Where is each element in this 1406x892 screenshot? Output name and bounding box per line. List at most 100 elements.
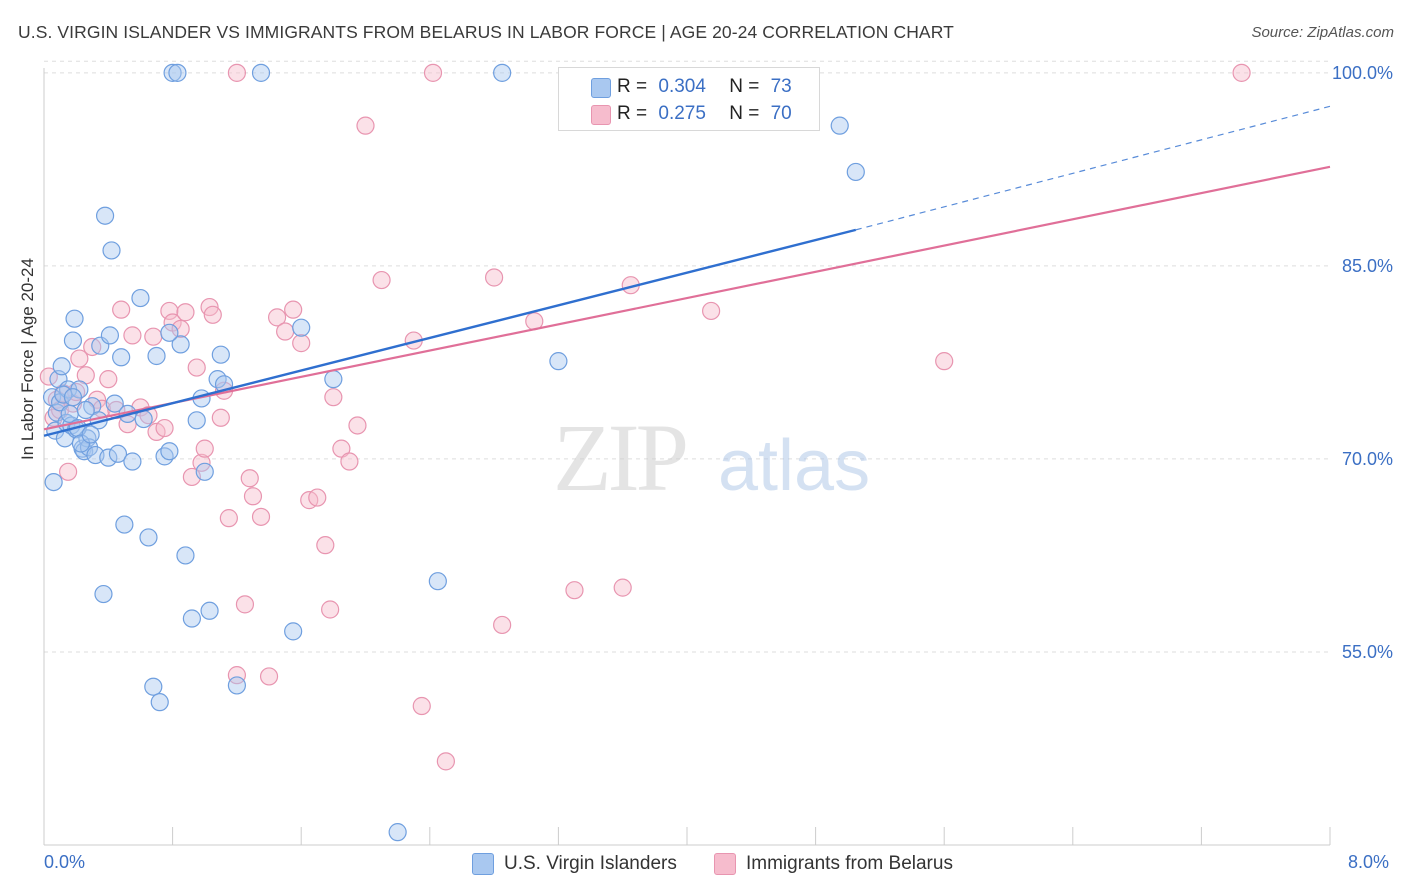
point-belarus	[195, 439, 214, 458]
legend-r-value-1: 0.304	[658, 76, 706, 97]
bottom-legend-swatch-blue	[472, 853, 494, 875]
y-axis-label: In Labor Force | Age 20-24	[18, 258, 37, 460]
legend-row-series2: R = 0.275 N = 70	[591, 103, 792, 125]
y-tick-label: 100.0%	[1332, 63, 1393, 83]
point-belarus	[702, 301, 721, 321]
point-belarus	[70, 349, 89, 368]
point-belarus	[423, 63, 443, 82]
point-belarus	[240, 469, 259, 488]
point-belarus	[276, 322, 295, 341]
point-virgin-islanders	[81, 425, 100, 444]
point-belarus	[565, 581, 584, 600]
y-tick-label: 70.0%	[1342, 449, 1393, 469]
point-virgin-islanders	[187, 411, 206, 430]
point-belarus	[324, 388, 343, 407]
point-virgin-islanders	[139, 528, 158, 547]
legend-r-label: R =	[617, 76, 648, 97]
point-virgin-islanders	[171, 335, 190, 354]
trend-lines	[43, 105, 1331, 437]
point-virgin-islanders	[168, 63, 187, 82]
point-belarus	[235, 595, 255, 614]
point-belarus	[123, 326, 142, 345]
point-virgin-islanders	[200, 601, 219, 620]
bottom-legend-label-2: Immigrants from Belarus	[746, 853, 953, 874]
point-virgin-islanders	[150, 693, 169, 712]
point-belarus	[356, 116, 375, 135]
point-belarus	[219, 509, 238, 528]
point-belarus	[211, 408, 230, 427]
legend-swatch-pink	[591, 105, 611, 125]
point-virgin-islanders	[144, 677, 163, 696]
point-belarus	[321, 600, 340, 619]
point-virgin-islanders	[95, 206, 115, 225]
legend-n-label: N =	[729, 103, 760, 124]
legend-r-value-2: 0.275	[658, 103, 706, 124]
point-virgin-islanders	[160, 442, 179, 461]
point-belarus	[227, 63, 246, 82]
legend-swatch-blue	[591, 78, 611, 98]
point-virgin-islanders	[112, 348, 131, 367]
source-label: Source: ZipAtlas.com	[1251, 24, 1394, 41]
gridlines	[44, 60, 1330, 653]
point-belarus	[348, 416, 367, 435]
point-belarus	[203, 305, 222, 324]
point-virgin-islanders	[63, 388, 83, 407]
chart-title: U.S. VIRGIN ISLANDER VS IMMIGRANTS FROM …	[18, 22, 954, 42]
point-virgin-islanders	[182, 609, 201, 628]
data-points	[39, 63, 1251, 842]
point-belarus	[160, 301, 179, 321]
point-belarus	[1232, 63, 1251, 82]
trend-line-virgin-islanders	[43, 228, 857, 437]
point-virgin-islanders	[549, 352, 568, 371]
bottom-legend-series2: Immigrants from Belarus	[714, 853, 953, 875]
point-virgin-islanders	[65, 309, 84, 328]
point-belarus	[259, 667, 279, 686]
point-virgin-islanders	[131, 288, 150, 308]
point-virgin-islanders	[284, 622, 303, 641]
x-tick-min: 0.0%	[44, 852, 86, 872]
point-virgin-islanders	[123, 452, 142, 471]
point-virgin-islanders	[100, 326, 120, 345]
point-belarus	[227, 666, 246, 685]
point-virgin-islanders	[163, 63, 182, 82]
point-virgin-islanders	[176, 546, 195, 565]
point-belarus	[187, 358, 206, 377]
point-belarus	[493, 615, 512, 635]
point-virgin-islanders	[108, 444, 128, 463]
legend-n-label: N =	[729, 76, 760, 97]
legend-r-label: R =	[617, 103, 648, 124]
point-belarus	[292, 334, 311, 353]
point-belarus	[485, 268, 504, 287]
stats-legend: R = 0.304 N = 73 R = 0.275 N = 70	[558, 67, 820, 131]
point-virgin-islanders	[99, 448, 118, 467]
point-virgin-islanders	[251, 63, 271, 82]
bottom-legend-label-1: U.S. Virgin Islanders	[504, 853, 677, 874]
point-virgin-islanders	[211, 345, 230, 364]
point-virgin-islanders	[428, 572, 447, 591]
watermark: ZIP atlas	[553, 404, 870, 511]
point-belarus	[372, 270, 391, 290]
y-tick-label: 55.0%	[1342, 642, 1393, 662]
legend-n-value-2: 70	[770, 103, 792, 124]
point-virgin-islanders	[147, 346, 166, 366]
point-virgin-islanders	[115, 515, 134, 534]
point-virgin-islanders	[102, 241, 121, 260]
point-belarus	[176, 303, 195, 322]
point-virgin-islanders	[195, 462, 214, 481]
point-belarus	[308, 488, 327, 507]
point-belarus	[412, 696, 431, 716]
point-belarus	[267, 308, 287, 327]
point-virgin-islanders	[52, 357, 71, 376]
point-belarus	[332, 439, 351, 458]
point-virgin-islanders	[227, 676, 246, 695]
legend-n-value-1: 73	[770, 76, 792, 97]
point-virgin-islanders	[388, 823, 407, 842]
trend-line-virgin-islanders-extension	[855, 105, 1331, 231]
legend-row-series1: R = 0.304 N = 73	[591, 76, 792, 98]
point-virgin-islanders	[324, 370, 343, 389]
point-belarus	[59, 462, 78, 481]
trend-line-belarus	[43, 165, 1331, 431]
point-belarus	[284, 300, 303, 319]
point-belarus	[251, 507, 271, 526]
